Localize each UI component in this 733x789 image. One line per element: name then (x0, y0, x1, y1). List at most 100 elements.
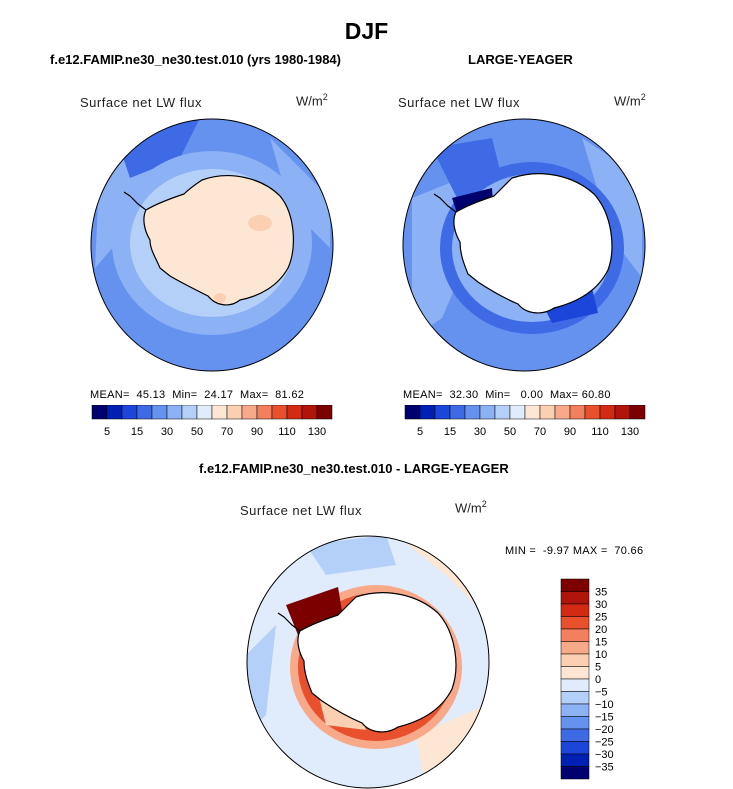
obs-peninsula (433, 193, 457, 213)
diff-colorbar-swatch (560, 753, 590, 767)
diff-colorbar-tick-label: 20 (595, 624, 607, 636)
diff-colorbar-swatch (560, 678, 590, 692)
panel-obs-variable: Surface net LW flux (398, 95, 520, 110)
model-colorbar-swatch (316, 405, 333, 420)
diff-colorbar-tick-label: −20 (595, 724, 614, 736)
obs-colorbar-tick-label: 30 (474, 426, 486, 438)
model-colorbar-swatch (301, 405, 318, 420)
panel-obs-map (402, 118, 646, 372)
diff-colorbar-swatch (560, 578, 590, 592)
diff-colorbar-swatch (560, 741, 590, 755)
obs-colorbar-swatch (464, 405, 481, 420)
model-colorbar-swatch (91, 405, 108, 420)
model-colorbar-swatch (166, 405, 183, 420)
model-colorbar-swatch (121, 405, 138, 420)
diff-colorbar-swatch (560, 666, 590, 680)
model-colorbar-swatch (271, 405, 288, 420)
model-colorbar-tick-label: 50 (191, 426, 203, 438)
diff-colorbar-tick-label: −30 (595, 749, 614, 761)
panel-model-colorbar: 5 15 30 50 70 90 110 130 (91, 405, 333, 438)
diff-colorbar-swatch (560, 603, 590, 617)
panel-diff-units: W/m2 (455, 499, 487, 516)
diff-colorbar-tick-label: 30 (595, 599, 607, 611)
diff-colorbar-swatch (560, 591, 590, 605)
obs-colorbar-tick-label: 5 (417, 426, 423, 438)
diff-colorbar-tick-label: 0 (595, 674, 601, 686)
diff-map-border (246, 535, 490, 789)
obs-colorbar-swatch (449, 405, 466, 420)
panel-diff-stats: MIN = -9.97 MAX = 70.66 (505, 545, 644, 557)
main-title: DJF (344, 18, 389, 44)
obs-colorbar-tick-label: 130 (621, 426, 639, 438)
model-colorbar-tick-label: 70 (221, 426, 233, 438)
model-colorbar-tick-label: 90 (251, 426, 263, 438)
diff-colorbar-swatch (560, 716, 590, 730)
model-colorbar-swatch (286, 405, 303, 420)
diff-colorbar-swatch (560, 616, 590, 630)
diff-colorbar-tick-label: 25 (595, 612, 607, 624)
diff-antarctica (297, 592, 457, 733)
diff-colorbar-tick-label: 10 (595, 649, 607, 661)
panel-model-variable: Surface net LW flux (80, 95, 202, 110)
obs-colorbar-tick-label: 110 (591, 426, 609, 438)
obs-colorbar-swatch (404, 405, 421, 420)
obs-colorbar-swatch (419, 405, 436, 420)
diff-colorbar-swatch (560, 628, 590, 642)
model-colorbar-swatch (196, 405, 213, 420)
model-band-east (270, 138, 330, 248)
model-colorbar-swatch (106, 405, 123, 420)
model-colorbar-tick-label: 110 (278, 426, 296, 438)
model-warm-spot-2 (214, 293, 226, 303)
obs-colorbar-tick-label: 15 (444, 426, 456, 438)
model-map-border (90, 118, 334, 372)
obs-colorbar-tick-label: 50 (504, 426, 516, 438)
diff-colorbar-tick-label: 15 (595, 637, 607, 649)
model-warm-spot (248, 215, 272, 231)
model-colorbar-swatch (181, 405, 198, 420)
diff-colorbar-tick-label: 35 (595, 587, 607, 599)
panel-model-map (90, 118, 334, 372)
diff-colorbar-swatch (560, 766, 590, 780)
obs-colorbar-swatch (434, 405, 451, 420)
panel-obs-colorbar: 5 15 30 50 70 90 110 130 (404, 405, 646, 438)
model-colorbar-swatch (256, 405, 273, 420)
obs-colorbar-swatch (494, 405, 511, 420)
diff-colorbar-swatch (560, 728, 590, 742)
model-colorbar-swatch (136, 405, 153, 420)
obs-ross-dark (542, 288, 598, 323)
panel-obs-title: LARGE-YEAGER (468, 52, 573, 67)
panel-model-stats: MEAN= 45.13 Min= 24.17 Max= 81.62 (90, 389, 305, 401)
model-colorbar-tick-label: 30 (161, 426, 173, 438)
model-colorbar-tick-label: 15 (131, 426, 143, 438)
panel-obs-stats: MEAN= 32.30 Min= 0.00 Max= 60.80 (403, 389, 611, 401)
model-colorbar-tick-label: 5 (104, 426, 110, 438)
obs-colorbar-swatch (479, 405, 496, 420)
model-colorbar-swatch (226, 405, 243, 420)
panel-model-units: W/m2 (296, 92, 328, 109)
obs-colorbar-swatch (539, 405, 556, 420)
diff-colorbar-tick-label: −35 (595, 762, 614, 774)
model-colorbar-swatch (241, 405, 258, 420)
panel-obs-units: W/m2 (614, 92, 646, 109)
diff-colorbar-swatch (560, 703, 590, 717)
obs-colorbar-swatch (584, 405, 601, 420)
panel-diff-title: f.e12.FAMIP.ne30_ne30.test.010 - LARGE-Y… (199, 461, 509, 476)
diff-colorbar-swatch (560, 653, 590, 667)
obs-colorbar-swatch (524, 405, 541, 420)
obs-colorbar-swatch (614, 405, 631, 420)
diff-colorbar-swatch (560, 691, 590, 705)
diff-colorbar-tick-label: 5 (595, 662, 601, 674)
diff-colorbar-tick-label: −10 (595, 699, 614, 711)
diff-colorbar-tick-label: −15 (595, 712, 614, 724)
panel-diff-variable: Surface net LW flux (240, 503, 362, 518)
obs-colorbar-swatch (554, 405, 571, 420)
model-peninsula (123, 191, 147, 211)
model-colorbar-tick-label: 130 (308, 426, 326, 438)
diff-band-north (306, 536, 396, 575)
obs-map-border (402, 118, 646, 372)
model-antarctica (143, 175, 294, 306)
model-colorbar-swatch (151, 405, 168, 420)
diff-colorbar-tick-label: −25 (595, 737, 614, 749)
obs-colorbar-swatch (569, 405, 586, 420)
